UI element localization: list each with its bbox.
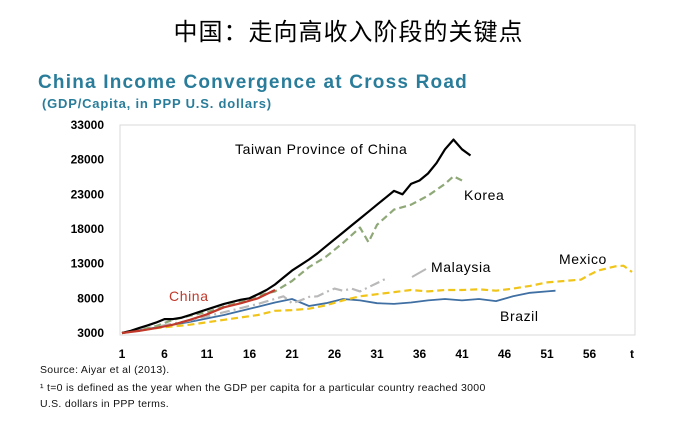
- y-tick-label: 8000: [77, 291, 104, 305]
- series-line-china: [121, 289, 276, 335]
- footnote-definition: ¹ t=0 is defined as the year when the GD…: [40, 382, 486, 394]
- plot-frame: [119, 124, 636, 336]
- x-tick-label: 1: [119, 347, 126, 361]
- x-tick-label: 41: [455, 347, 469, 361]
- series-label-china: China: [169, 288, 209, 304]
- series-line-korea: [121, 175, 463, 335]
- x-tick-label: 51: [540, 347, 554, 361]
- series-line-mexico: [121, 264, 633, 335]
- series-label-taiwan-province-of-china: Taiwan Province of China: [235, 141, 407, 157]
- y-tick-label: 28000: [71, 153, 105, 167]
- series-label-malaysia: Malaysia: [431, 259, 491, 275]
- x-tick-label: 11: [201, 347, 214, 361]
- malaysia-label-connector: [411, 268, 427, 278]
- x-tick-label: 56: [583, 347, 597, 361]
- x-tick-label: 36: [413, 347, 427, 361]
- y-tick-label: 18000: [71, 222, 105, 236]
- series-label-mexico: Mexico: [559, 251, 607, 267]
- y-tick-label: 33000: [71, 118, 105, 132]
- x-tick-label: 6: [161, 347, 168, 361]
- y-tick-label: 23000: [71, 187, 105, 201]
- x-tick-label: 46: [498, 347, 512, 361]
- series-line-taiwan-province-of-china: [121, 138, 472, 335]
- x-tick-label: t: [630, 347, 634, 361]
- series-label-brazil: Brazil: [500, 308, 539, 324]
- y-tick-label: 13000: [71, 257, 105, 271]
- series-labels: Taiwan Province of China Korea Malaysia Mex…: [169, 141, 607, 324]
- series-lines: [121, 138, 633, 335]
- x-axis-ticks: 1 6 11 16 21 26 31 36 41 46 51 56 t: [119, 347, 634, 361]
- banner-title: 中国：走向高收入阶段的关键点: [173, 18, 524, 46]
- footnote-source: Source: Aiyar et al (2013).: [40, 364, 170, 376]
- y-tick-label: 3000: [77, 326, 104, 340]
- series-line-malaysia: [121, 277, 386, 335]
- chart-subtitle: (GDP/Capita, in PPP U.S. dollars): [42, 96, 272, 111]
- chart-title: China Income Convergence at Cross Road: [38, 72, 468, 93]
- x-tick-label: 16: [243, 347, 257, 361]
- y-axis-ticks: 3000 8000 13000 18000 23000 28000 33000: [71, 118, 105, 340]
- footnote-definition-cont: U.S. dollars in PPP terms.: [40, 398, 169, 410]
- x-tick-label: 21: [285, 347, 299, 361]
- x-tick-label: 31: [370, 347, 384, 361]
- series-line-brazil: [121, 289, 556, 334]
- x-tick-label: 26: [328, 347, 342, 361]
- series-label-korea: Korea: [464, 187, 504, 203]
